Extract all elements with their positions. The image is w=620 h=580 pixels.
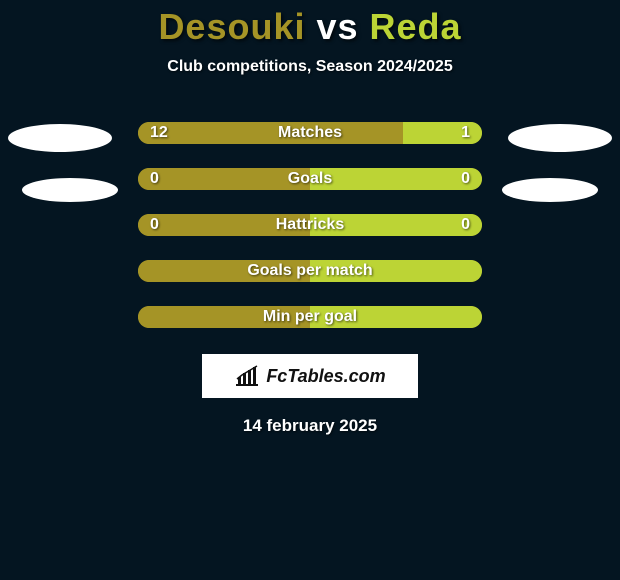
bar-value-right: 0	[449, 168, 482, 190]
comparison-bars: Matches121Goals00Hattricks00Goals per ma…	[0, 110, 620, 340]
bar-fill-right	[310, 306, 482, 328]
player1-name: Desouki	[158, 6, 305, 47]
bar-track: Hattricks00	[138, 214, 482, 236]
bar-row: Min per goal	[0, 294, 620, 340]
bar-value-left: 0	[138, 168, 171, 190]
logo-text: FcTables.com	[266, 366, 385, 387]
bar-row: Goals per match	[0, 248, 620, 294]
bar-track: Goals per match	[138, 260, 482, 282]
bar-track: Min per goal	[138, 306, 482, 328]
page-title: Desouki vs Reda	[0, 0, 620, 48]
bar-fill-left	[138, 260, 310, 282]
player2-name: Reda	[370, 6, 462, 47]
bar-track: Goals00	[138, 168, 482, 190]
chart-icon	[234, 365, 260, 387]
bar-value-left: 12	[138, 122, 180, 144]
bar-row: Goals00	[0, 156, 620, 202]
bar-row: Hattricks00	[0, 202, 620, 248]
subtitle: Club competitions, Season 2024/2025	[0, 58, 620, 76]
date-text: 14 february 2025	[0, 416, 620, 436]
bar-row: Matches121	[0, 110, 620, 156]
bar-fill-left	[138, 306, 310, 328]
bar-value-right: 1	[449, 122, 482, 144]
vs-text: vs	[305, 6, 369, 47]
bar-value-left: 0	[138, 214, 171, 236]
bar-track: Matches121	[138, 122, 482, 144]
bar-value-right: 0	[449, 214, 482, 236]
fctables-logo: FcTables.com	[202, 354, 418, 398]
bar-fill-right	[310, 260, 482, 282]
